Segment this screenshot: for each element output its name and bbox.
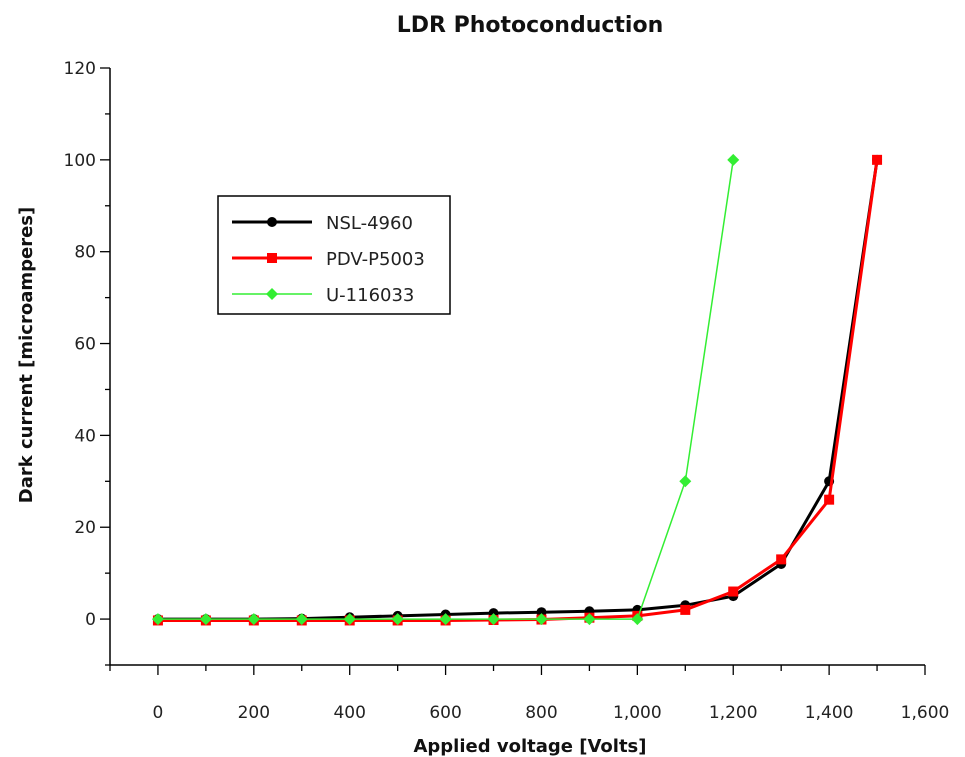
x-tick-label: 1,000 [613, 703, 662, 723]
data-point [439, 613, 452, 626]
data-point [199, 613, 212, 626]
data-point [872, 154, 883, 165]
y-ticks: 0 20 40 60 80 100 120 [64, 59, 110, 666]
y-tick-label: 20 [74, 518, 96, 538]
legend-item: PDV-P5003 [232, 249, 425, 270]
y-tick-label: 60 [74, 335, 96, 355]
series-u-116033 [151, 153, 740, 626]
series-group [151, 153, 883, 626]
x-tick-label: 200 [238, 703, 270, 723]
data-point [487, 613, 500, 626]
data-point [583, 613, 596, 626]
data-point [824, 494, 835, 505]
legend-label: U-116033 [326, 285, 414, 306]
data-point [343, 613, 356, 626]
y-tick-label: 120 [64, 59, 96, 79]
data-point [728, 586, 739, 597]
data-point [776, 554, 787, 565]
y-axis-label: Dark current [microamperes] [16, 207, 37, 503]
x-tick-label: 0 [153, 703, 164, 723]
data-point [247, 613, 260, 626]
chart-title: LDR Photoconduction [397, 13, 664, 38]
legend-label: NSL-4960 [326, 213, 413, 234]
x-tick-label: 1,400 [805, 703, 854, 723]
legend-marker [266, 288, 278, 300]
data-point [295, 613, 308, 626]
y-tick-label: 80 [74, 243, 96, 263]
legend-marker [267, 253, 277, 263]
legend-item: U-116033 [232, 285, 414, 306]
legend-marker [267, 217, 277, 227]
y-tick-label: 0 [85, 610, 96, 630]
legend-label: PDV-P5003 [326, 249, 425, 270]
data-point [631, 613, 644, 626]
data-point [679, 475, 692, 488]
legend-items: NSL-4960 PDV-P5003 U-116033 [232, 213, 425, 306]
x-tick-label: 400 [333, 703, 365, 723]
x-tick-label: 600 [429, 703, 461, 723]
legend: NSL-4960 PDV-P5003 U-116033 [217, 195, 451, 315]
data-point [535, 613, 548, 626]
y-tick-label: 100 [64, 151, 96, 171]
data-point [727, 153, 740, 166]
axes [109, 68, 925, 666]
data-point [391, 613, 404, 626]
data-point [151, 613, 164, 626]
x-axis-label: Applied voltage [Volts] [413, 736, 646, 757]
x-tick-label: 1,200 [709, 703, 758, 723]
y-tick-label: 40 [74, 426, 96, 446]
x-tick-label: 800 [525, 703, 557, 723]
x-ticks: 0 200 400 600 800 1,000 1,200 1,400 1,600 [109, 665, 950, 723]
x-tick-label: 1,600 [901, 703, 950, 723]
legend-item: NSL-4960 [232, 213, 413, 234]
data-point [680, 604, 691, 615]
